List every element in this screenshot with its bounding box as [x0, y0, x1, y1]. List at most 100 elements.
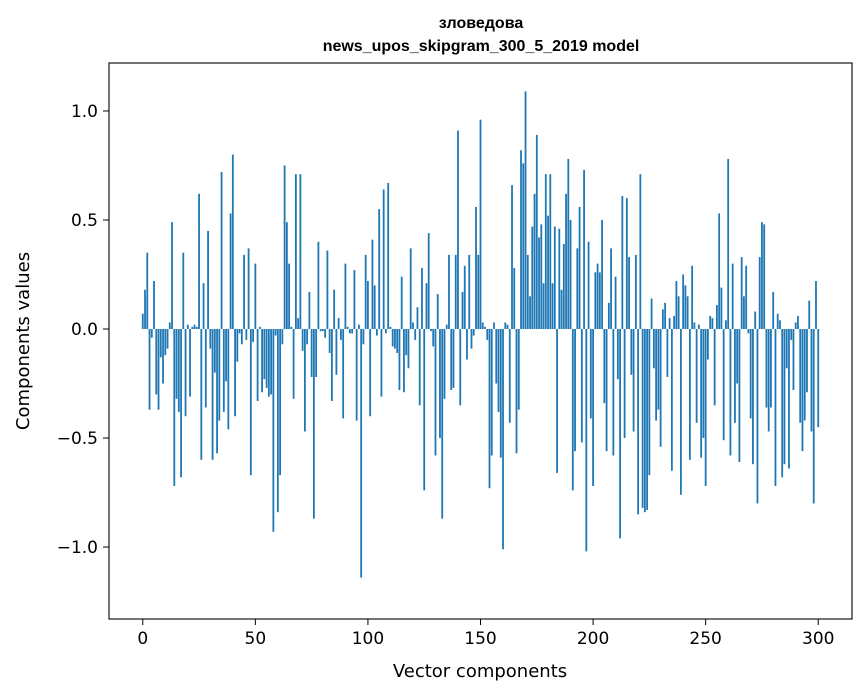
- bar: [511, 185, 513, 330]
- bar: [157, 329, 160, 410]
- bar: [371, 239, 374, 330]
- bar: [445, 324, 448, 330]
- bar: [520, 150, 522, 330]
- bar: [448, 254, 450, 329]
- bar: [799, 329, 802, 423]
- bar: [776, 313, 779, 330]
- bar: [231, 154, 234, 330]
- bar: [797, 315, 799, 330]
- bar: [614, 276, 617, 330]
- bar: [607, 302, 610, 329]
- bar: [412, 322, 414, 330]
- bar: [211, 329, 214, 460]
- bar: [763, 224, 766, 330]
- bar: [400, 276, 403, 330]
- bar: [684, 285, 687, 330]
- bar: [767, 329, 770, 432]
- x-tick-label: 50: [245, 629, 267, 649]
- chart-title-line-1: зловедова: [439, 15, 524, 32]
- bar: [346, 326, 349, 330]
- bar: [493, 322, 495, 330]
- bar: [508, 329, 511, 423]
- bar: [754, 311, 757, 329]
- bar: [367, 281, 369, 330]
- bar: [486, 329, 489, 340]
- bar: [247, 248, 250, 329]
- bar: [326, 250, 329, 329]
- bar: [610, 248, 612, 329]
- bar: [452, 329, 455, 388]
- bar: [218, 329, 221, 421]
- bar: [245, 329, 248, 340]
- chart-title-line-2: news_upos_skipgram_300_5_2019 model: [323, 38, 640, 55]
- bar: [574, 329, 576, 452]
- bar: [450, 329, 453, 391]
- bar: [315, 329, 318, 377]
- bar: [693, 322, 696, 330]
- bar: [725, 320, 727, 330]
- bar: [779, 320, 781, 330]
- bar: [526, 254, 529, 329]
- bar: [738, 329, 741, 463]
- bar: [643, 329, 646, 513]
- bar: [578, 206, 581, 330]
- bar: [153, 281, 155, 330]
- bar: [333, 289, 336, 330]
- bar: [387, 182, 390, 330]
- bar: [740, 257, 743, 329]
- bar: [585, 329, 588, 552]
- bar: [688, 329, 691, 460]
- bar: [421, 267, 423, 330]
- bar: [810, 329, 813, 432]
- y-tick-label: 1.0: [71, 102, 98, 122]
- bar: [648, 329, 651, 476]
- bar: [637, 329, 640, 515]
- bar: [502, 329, 504, 550]
- bar: [195, 326, 198, 330]
- bar: [146, 252, 149, 329]
- bar: [385, 329, 387, 334]
- bar: [524, 91, 527, 330]
- bar: [691, 265, 694, 330]
- bar: [533, 193, 536, 329]
- bar: [702, 329, 705, 439]
- bar: [722, 329, 725, 441]
- bar: [677, 296, 680, 330]
- bar: [216, 329, 218, 454]
- bar: [812, 329, 815, 504]
- bar: [531, 226, 534, 330]
- bar: [461, 291, 464, 330]
- bar: [682, 274, 685, 330]
- bar: [655, 329, 658, 421]
- bar: [184, 329, 187, 417]
- bar: [308, 291, 311, 330]
- bar: [745, 265, 748, 330]
- bar: [141, 313, 144, 330]
- bar: [522, 163, 525, 330]
- bar: [292, 329, 295, 399]
- y-tick-label: 0.5: [71, 211, 98, 231]
- bar: [549, 174, 552, 330]
- bar: [351, 329, 354, 334]
- bar: [785, 329, 788, 369]
- bar: [716, 305, 718, 329]
- bar: [815, 281, 817, 330]
- bar: [619, 329, 621, 539]
- bar: [162, 329, 164, 384]
- bar: [144, 289, 146, 330]
- bar: [193, 324, 196, 330]
- bar: [274, 329, 277, 336]
- bar: [229, 213, 232, 330]
- bar: [817, 329, 820, 428]
- bar: [783, 329, 786, 465]
- bar: [171, 222, 173, 330]
- bar: [213, 329, 216, 373]
- bar: [583, 169, 585, 330]
- bar: [758, 257, 761, 329]
- bar: [479, 119, 482, 330]
- bar: [761, 222, 763, 330]
- bar: [477, 254, 480, 329]
- bar: [297, 318, 300, 330]
- bar: [222, 329, 225, 412]
- bar: [331, 329, 333, 401]
